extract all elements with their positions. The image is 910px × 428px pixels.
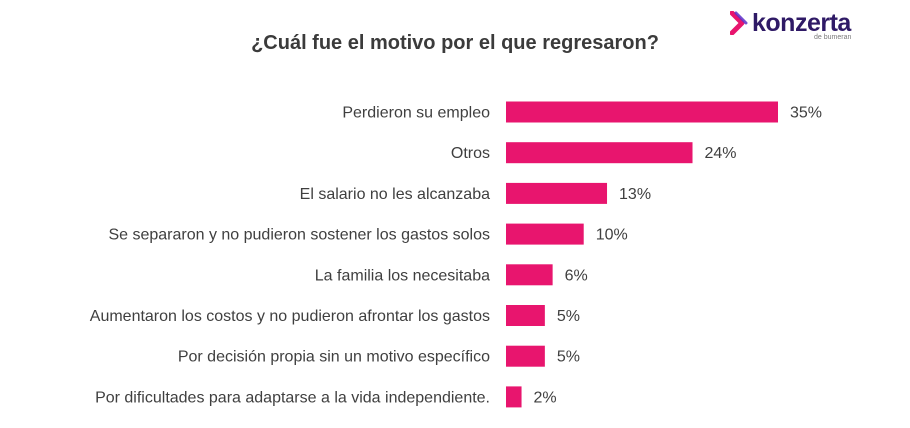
category-label: Por dificultades para adaptarse a la vid… <box>95 389 490 406</box>
bar <box>506 345 545 367</box>
value-label: 5% <box>557 308 580 325</box>
category-label: Perdieron su empleo <box>342 105 490 122</box>
category-label: Aumentaron los costos y no pudieron afro… <box>90 308 490 325</box>
category-label: Otros <box>451 145 490 162</box>
value-label: 2% <box>534 389 557 406</box>
bar <box>506 386 522 408</box>
value-label: 10% <box>596 227 628 244</box>
konzerta-chevron-icon <box>730 11 748 35</box>
konzerta-logo: konzerta de bumeran <box>730 8 870 44</box>
logo-brand-text: konzerta <box>752 9 851 37</box>
value-label: 5% <box>557 349 580 366</box>
category-label: El salario no les alcanzaba <box>300 186 490 203</box>
category-label: Por decisión propia sin un motivo especí… <box>178 349 490 366</box>
bar <box>506 101 778 123</box>
bar <box>506 223 584 245</box>
value-label: 35% <box>790 105 822 122</box>
value-label: 24% <box>705 145 737 162</box>
bar <box>506 182 608 204</box>
logo-tagline: de bumeran <box>814 34 852 41</box>
bar <box>506 264 553 286</box>
value-label: 6% <box>565 267 588 284</box>
value-label: 13% <box>619 186 651 203</box>
category-label: Se separaron y no pudieron sostener los … <box>108 227 490 244</box>
bar <box>506 142 693 164</box>
category-label: La familia los necesitaba <box>315 267 490 284</box>
chart-title: ¿Cuál fue el motivo por el que regresaro… <box>251 32 659 54</box>
bar <box>506 305 545 326</box>
